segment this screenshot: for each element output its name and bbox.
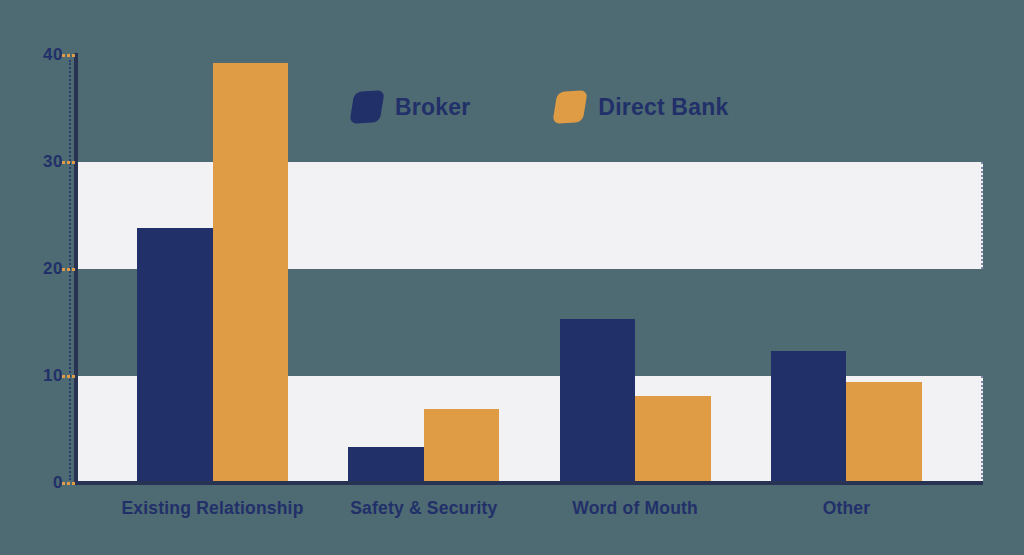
bar-group-existing-relationship: Existing Relationship bbox=[137, 55, 288, 483]
bar-group-word-of-mouth: Word of Mouth bbox=[560, 55, 711, 483]
y-axis-tick-label: 10 bbox=[0, 366, 63, 386]
x-axis-category-label: Existing Relationship bbox=[121, 498, 303, 519]
y-axis-tick-label: 0 bbox=[0, 473, 63, 493]
x-axis-line bbox=[74, 481, 983, 485]
bar-direct-bank-word-of-mouth bbox=[635, 396, 711, 483]
bar-chart-canvas: BrokerDirect Bank Existing RelationshipS… bbox=[0, 0, 1024, 555]
y-axis-tick-mark bbox=[62, 161, 75, 164]
bar-group-safety-security: Safety & Security bbox=[348, 55, 499, 483]
bar-direct-bank-existing-relationship bbox=[213, 63, 289, 484]
bar-broker-word-of-mouth bbox=[560, 319, 636, 483]
y-axis-tick-label: 30 bbox=[0, 152, 63, 172]
bar-direct-bank-other bbox=[846, 382, 922, 483]
y-axis-tick-mark bbox=[62, 375, 75, 378]
y-axis-tick-mark bbox=[62, 54, 75, 57]
bar-broker-existing-relationship bbox=[137, 228, 213, 483]
y-axis-tick-label: 40 bbox=[0, 45, 63, 65]
x-axis-category-label: Safety & Security bbox=[350, 498, 497, 519]
bar-broker-other bbox=[771, 351, 847, 483]
bar-direct-bank-safety-security bbox=[424, 409, 500, 483]
bar-groups: Existing Relationship Safety & Security Wo… bbox=[76, 55, 983, 483]
bar-broker-safety-security bbox=[348, 447, 424, 483]
plot-area: Existing Relationship Safety & Security Wo… bbox=[76, 55, 983, 483]
y-axis-tick-label: 20 bbox=[0, 259, 63, 279]
x-axis-category-label: Other bbox=[823, 498, 871, 519]
y-axis-tick-mark bbox=[62, 482, 75, 485]
bar-group-other: Other bbox=[771, 55, 922, 483]
x-axis-category-label: Word of Mouth bbox=[572, 498, 698, 519]
y-axis-tick-mark bbox=[62, 268, 75, 271]
